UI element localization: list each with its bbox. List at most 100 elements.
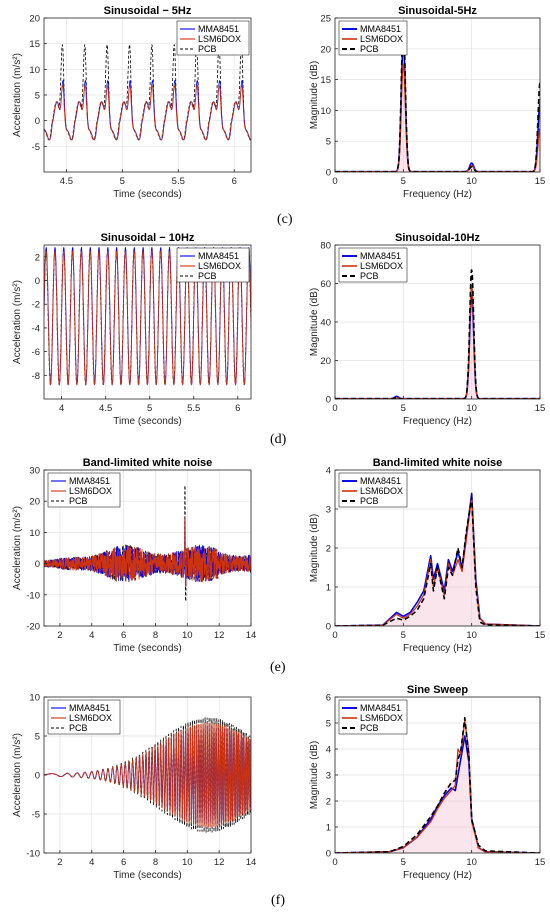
- x-tick-label: 2: [57, 857, 62, 868]
- y-tick-label: 40: [320, 318, 331, 329]
- x-axis-label: Frequency (Hz): [403, 189, 472, 200]
- y-tick-label: 15: [320, 75, 331, 86]
- y-tick-label: 5: [326, 137, 331, 148]
- y-tick-label: 0: [35, 116, 40, 127]
- y-tick-label: 1: [326, 583, 331, 594]
- y-tick-label: -8: [32, 371, 40, 382]
- series-line-pcb: [335, 496, 540, 626]
- y-tick-label: 10: [29, 65, 40, 76]
- y-tick-label: 0: [326, 395, 331, 406]
- x-tick-label: 5.5: [172, 176, 185, 187]
- x-tick-label: 10: [466, 176, 477, 187]
- y-axis-label: Magnitude (dB): [309, 61, 320, 129]
- legend-label-lsm6dox: LSM6DOX: [69, 713, 112, 723]
- y-tick-label: 60: [320, 279, 331, 290]
- x-tick-label: 4.5: [99, 403, 112, 414]
- y-tick-label: -10: [26, 590, 40, 601]
- x-axis-label: Time (seconds): [113, 870, 182, 881]
- panel-label-f: (f): [271, 893, 285, 908]
- x-tick-label: 4: [89, 857, 94, 868]
- x-tick-label: 5.5: [187, 403, 200, 414]
- chart-title: Band-limited white noise: [83, 457, 213, 469]
- series-line-pcb: [335, 717, 540, 853]
- x-axis-label: Time (seconds): [113, 189, 182, 200]
- x-tick-label: 14: [246, 630, 257, 641]
- legend-label-lsm6dox: LSM6DOX: [360, 34, 403, 44]
- legend-label-pcb: PCB: [198, 271, 217, 281]
- x-tick-label: 14: [246, 857, 257, 868]
- x-tick-label: 10: [466, 403, 477, 414]
- y-tick-label: -20: [26, 622, 40, 633]
- chart-panel-4: 0 5 10 15 0 20 40 60 80 Frequency (Hz) Magnitude (…: [309, 232, 545, 427]
- chart-panel-6: 0 5 10 15 0 1 2 3 4 Frequency (Hz) Magnitude (dB) B…: [309, 457, 545, 654]
- chart-title: Sinusoidal − 5Hz: [104, 5, 192, 17]
- chart-panel-1: 4.5 5 5.5 6 -5 0 5 10 15 20 Time (seconds) Accelera…: [12, 5, 252, 200]
- y-axis-label: Magnitude (dB): [309, 514, 320, 582]
- x-tick-label: 15: [535, 857, 546, 868]
- legend-label-mma8451: MMA8451: [360, 476, 401, 486]
- legend-box: [47, 699, 121, 735]
- y-tick-label: 0: [326, 622, 331, 633]
- x-tick-label: 6: [121, 857, 126, 868]
- legend-label-mma8451: MMA8451: [360, 251, 401, 261]
- chart-panel-2: 0 5 10 15 0 5 10 15 20 25 Frequency (Hz) Magnitude …: [309, 5, 545, 200]
- legend-label-mma8451: MMA8451: [198, 24, 239, 34]
- x-tick-label: 4.5: [60, 176, 73, 187]
- chart-title: Sinusoidal-10Hz: [395, 232, 480, 244]
- legend-label-lsm6dox: LSM6DOX: [360, 486, 403, 496]
- y-axis-label: Magnitude (dB): [309, 741, 320, 809]
- y-tick-label: 20: [29, 497, 40, 508]
- y-tick-label: 30: [29, 466, 40, 477]
- x-tick-label: 0: [332, 403, 337, 414]
- legend-label-pcb: PCB: [69, 496, 88, 506]
- y-tick-label: 3: [326, 505, 331, 516]
- y-tick-label: -10: [26, 849, 40, 860]
- x-tick-label: 8: [153, 857, 158, 868]
- y-tick-label: -6: [32, 347, 40, 358]
- y-tick-label: 10: [29, 693, 40, 704]
- x-tick-label: 10: [182, 630, 193, 641]
- legend-label-mma8451: MMA8451: [360, 703, 401, 713]
- series-group: [335, 711, 540, 853]
- axes-frame: [334, 17, 541, 173]
- panel-label-e: (e): [270, 660, 286, 675]
- series-line-lsm6dox: [44, 516, 251, 587]
- axes-frame: [43, 244, 252, 400]
- y-tick-label: 4: [326, 466, 331, 477]
- x-tick-label: 10: [182, 857, 193, 868]
- legend-box: [338, 699, 408, 735]
- y-tick-label: 25: [320, 14, 331, 25]
- y-axis-label: Acceleration (m/s²): [12, 53, 23, 137]
- y-tick-label: 1: [326, 823, 331, 834]
- x-axis-label: Frequency (Hz): [403, 870, 472, 881]
- legend-label-mma8451: MMA8451: [69, 703, 110, 713]
- legend-label-mma8451: MMA8451: [198, 251, 239, 261]
- axes-frame: [43, 469, 252, 627]
- y-tick-label: 3: [326, 771, 331, 782]
- x-tick-label: 5: [401, 403, 406, 414]
- y-tick-label: 10: [29, 528, 40, 539]
- x-tick-label: 5: [120, 176, 125, 187]
- x-axis-label: Time (seconds): [113, 416, 182, 427]
- y-tick-label: 2: [35, 252, 40, 263]
- series-group: [44, 247, 251, 386]
- legend-box: [176, 20, 250, 56]
- y-axis-label: Acceleration (m/s²): [12, 280, 23, 364]
- chart-title: Sinusoidal-5Hz: [398, 5, 477, 17]
- y-tick-label: 0: [35, 771, 40, 782]
- x-tick-label: 5: [401, 630, 406, 641]
- legend-label-pcb: PCB: [198, 44, 217, 54]
- legend-label-lsm6dox: LSM6DOX: [360, 261, 403, 271]
- legend-label-mma8451: MMA8451: [360, 24, 401, 34]
- x-tick-label: 5: [401, 176, 406, 187]
- x-tick-label: 15: [535, 630, 546, 641]
- y-tick-label: 5: [326, 719, 331, 730]
- series-line-lsm6dox: [44, 250, 251, 386]
- x-tick-label: 8: [153, 630, 158, 641]
- y-tick-label: 5: [35, 732, 40, 743]
- x-tick-label: 6: [235, 403, 240, 414]
- y-tick-label: -2: [32, 300, 40, 311]
- x-tick-label: 0: [332, 176, 337, 187]
- x-tick-label: 6: [121, 630, 126, 641]
